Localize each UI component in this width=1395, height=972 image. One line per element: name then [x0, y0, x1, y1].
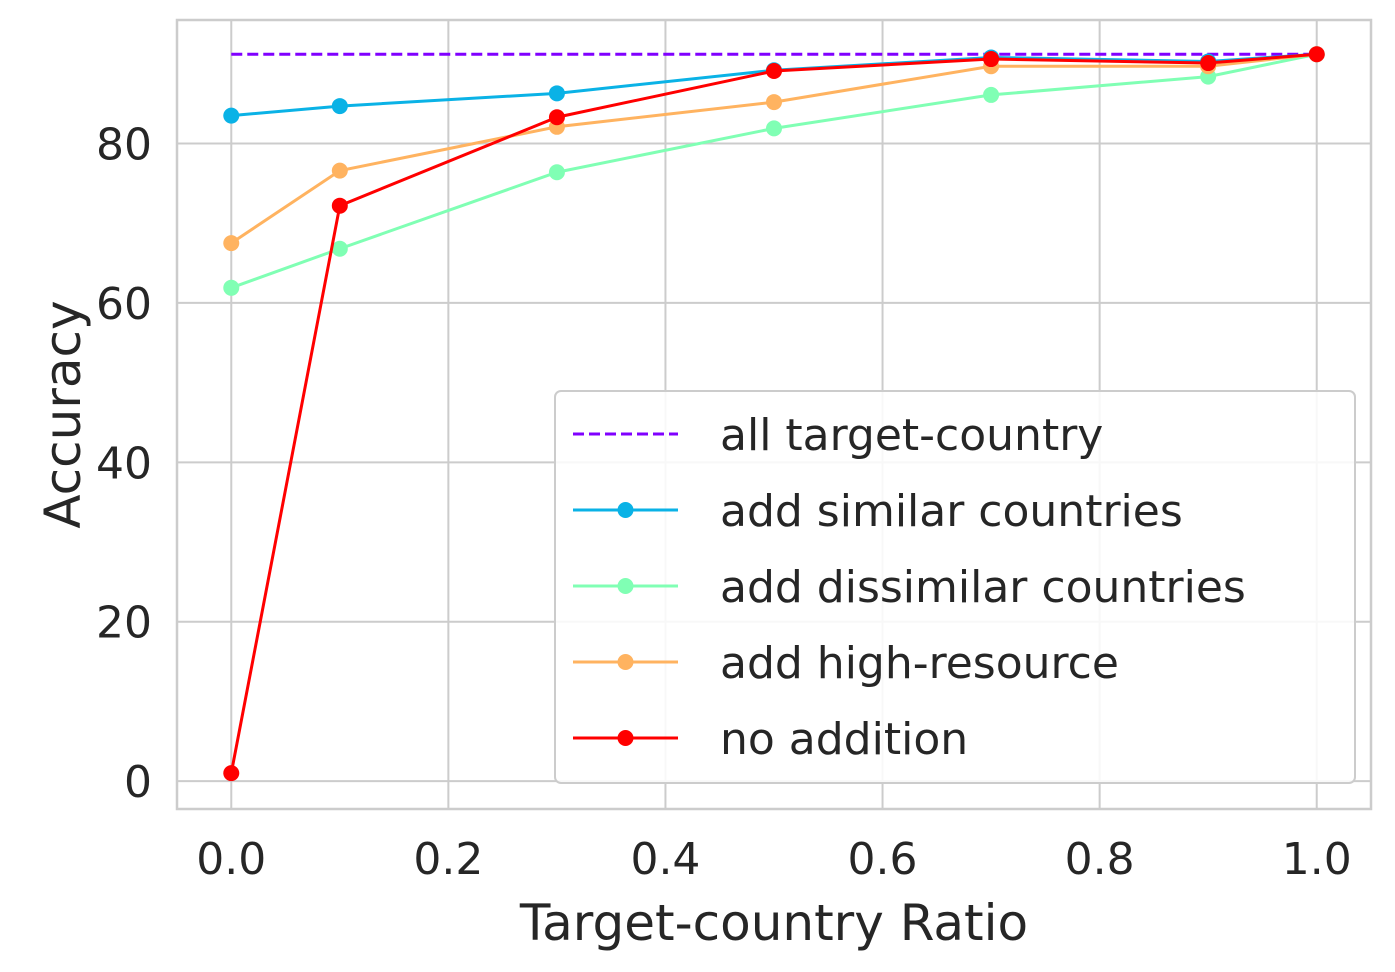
add-similar-countries-point	[548, 85, 565, 102]
legend-marker-add-similar-countries	[617, 502, 634, 518]
tick-labels: 0.0 0.2 0.4 0.6 0.8 1.0 0 20 40 60 80	[96, 120, 1352, 885]
no-addition-point	[548, 109, 565, 126]
add-dissimilar-countries-point	[766, 120, 782, 137]
legend-label-add-dissimilar-countries: add dissimilar countries	[720, 562, 1246, 613]
legend-label-no-addition: no addition	[720, 714, 968, 765]
add-high-resource-point	[331, 162, 348, 179]
no-addition-point	[223, 765, 240, 782]
no-addition-point	[331, 197, 348, 214]
no-addition-point	[766, 63, 782, 80]
no-addition-point	[1200, 55, 1217, 72]
no-addition-point	[1308, 46, 1325, 63]
y-tick-label: 0	[124, 757, 152, 808]
x-tick-label: 0.0	[196, 834, 266, 885]
y-axis-label: Accuracy	[34, 300, 92, 528]
x-tick-label: 0.8	[1065, 834, 1135, 885]
add-dissimilar-countries-point	[223, 279, 240, 296]
legend-box	[554, 390, 1356, 784]
add-dissimilar-countries-point	[331, 240, 348, 257]
x-tick-label: 0.2	[413, 834, 483, 885]
series-layer	[223, 46, 1325, 782]
add-similar-countries-point	[331, 98, 348, 115]
x-tick-label: 0.6	[848, 834, 918, 885]
add-dissimilar-countries-point	[983, 86, 1000, 103]
no-addition-point	[983, 51, 1000, 68]
y-tick-label: 40	[96, 438, 152, 489]
y-tick-label: 60	[96, 279, 152, 330]
legend-label-add-similar-countries: add similar countries	[720, 486, 1183, 537]
x-tick-label: 1.0	[1282, 834, 1352, 885]
add-high-resource-point	[766, 94, 782, 111]
legend-label-add-high-resource: add high-resource	[720, 638, 1119, 689]
legend: all target-country add similar countries a…	[554, 390, 1356, 784]
y-tick-label: 20	[96, 598, 152, 649]
legend-marker-add-dissimilar-countries	[617, 578, 634, 594]
x-tick-label: 0.4	[630, 834, 700, 885]
plot-frame	[175, 18, 1373, 811]
legend-marker-add-high-resource	[617, 654, 634, 670]
y-tick-label: 80	[96, 120, 152, 171]
add-similar-countries-point	[223, 107, 240, 124]
x-axis-label: Target-country Ratio	[519, 894, 1028, 952]
legend-label-all-target-country: all target-country	[720, 410, 1103, 461]
add-high-resource-point	[223, 235, 240, 252]
add-dissimilar-countries-point	[548, 164, 565, 181]
legend-marker-no-addition	[617, 730, 634, 746]
